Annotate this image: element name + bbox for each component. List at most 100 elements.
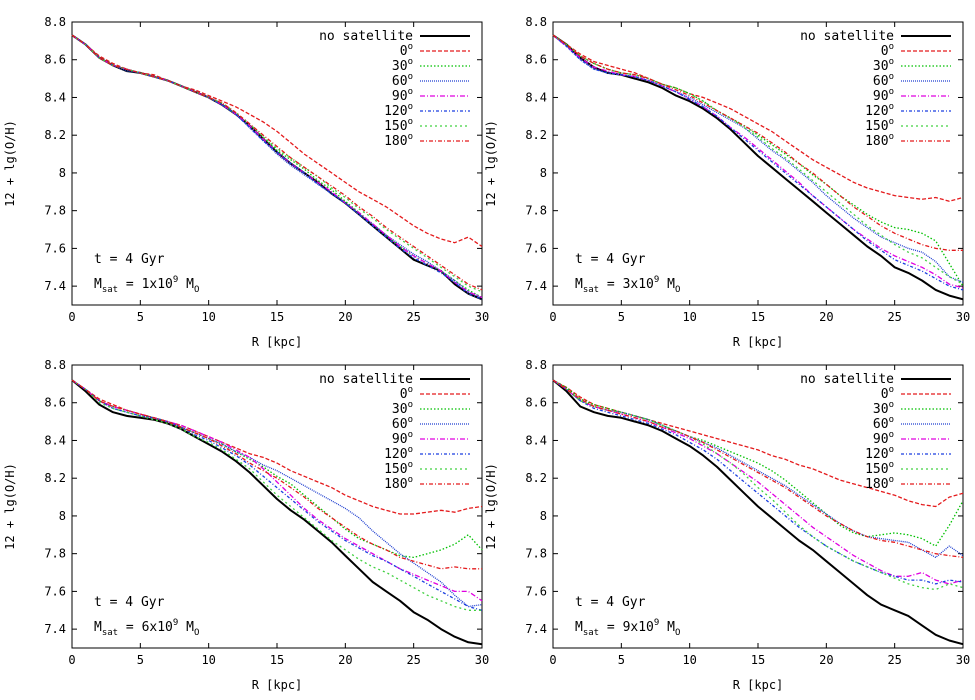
y-tick-label: 8.6 xyxy=(44,396,66,410)
chart-panel-1: 0 5 10 15 20 25 30 7.4 7.6 7.8 8 8.2 8.4 8.6 8.8 R [kpc… xyxy=(3,15,489,349)
x-tick-label: 15 xyxy=(751,310,765,324)
series-line-3 xyxy=(552,34,964,287)
x-tick-label: 30 xyxy=(475,653,489,667)
legend-label: 90o xyxy=(873,87,894,104)
mass-annotation-part: 9 xyxy=(654,618,659,628)
legend-name: 90 xyxy=(392,432,408,447)
legend-name: 0 xyxy=(881,44,889,59)
y-tick-label: 7.6 xyxy=(525,241,547,255)
legend-name: 90 xyxy=(392,89,408,104)
x-tick-label: 20 xyxy=(819,310,833,324)
y-tick-label: 8.6 xyxy=(525,396,547,410)
y-tick-label: 8.6 xyxy=(44,53,66,67)
mass-annotation-part: 9 xyxy=(654,275,659,285)
legend-name: 180 xyxy=(384,134,407,149)
x-tick-label: 0 xyxy=(68,310,75,324)
legend-label: no satellite xyxy=(319,372,413,387)
mass-annotation: Msat = 3x109 MO xyxy=(575,275,680,295)
mass-annotation-part: O xyxy=(194,285,199,295)
legend-name: 180 xyxy=(865,134,888,149)
series-line-6 xyxy=(552,34,964,291)
x-tick-label: 5 xyxy=(618,653,625,667)
legend-degree: o xyxy=(889,400,894,410)
x-tick-label: 25 xyxy=(406,310,420,324)
mass-annotation-part: O xyxy=(675,285,680,295)
y-axis-label: 12 + lg(O/H) xyxy=(3,120,17,207)
legend-degree: o xyxy=(889,117,894,127)
chart-panel-2: 0 5 10 15 20 25 30 7.4 7.6 7.8 8 8.2 8.4 8.6 8.8 R [kpc… xyxy=(484,15,970,349)
y-tick-label: 7.6 xyxy=(44,241,66,255)
series-line-7 xyxy=(552,379,964,591)
y-tick-label: 8 xyxy=(540,509,547,523)
mass-annotation-part: 9 xyxy=(173,618,178,628)
legend-label: 0o xyxy=(400,385,413,402)
mass-annotation-part: = 9x10 xyxy=(599,620,654,635)
x-tick-label: 20 xyxy=(338,310,352,324)
legend-label: 30o xyxy=(392,400,413,417)
time-annotation: t = 4 Gyr xyxy=(575,252,646,267)
legend-degree: o xyxy=(889,87,894,97)
x-tick-label: 15 xyxy=(751,653,765,667)
legend-name: 150 xyxy=(865,462,888,477)
x-axis-label: R [kpc] xyxy=(733,335,784,349)
legend-name: 120 xyxy=(865,104,888,119)
mass-annotation: Msat = 6x109 MO xyxy=(94,618,199,638)
x-tick-label: 30 xyxy=(956,310,970,324)
mass-annotation-part: M xyxy=(94,277,102,292)
series-line-5 xyxy=(71,379,483,602)
x-axis-label: R [kpc] xyxy=(252,678,303,692)
series-line-4 xyxy=(71,379,483,608)
legend-name: no satellite xyxy=(319,29,413,44)
x-tick-label: 25 xyxy=(406,653,420,667)
legend-name: no satellite xyxy=(800,372,894,387)
legend-name: 30 xyxy=(392,402,408,417)
series-line-6 xyxy=(552,379,964,585)
legend-label: 150o xyxy=(865,460,894,477)
legend-name: 120 xyxy=(384,104,407,119)
y-tick-label: 7.8 xyxy=(525,204,547,218)
y-tick-label: 8.6 xyxy=(525,53,547,67)
legend-degree: o xyxy=(889,132,894,142)
legend-degree: o xyxy=(889,445,894,455)
series-line-6 xyxy=(71,379,483,611)
y-tick-label: 8.2 xyxy=(525,128,547,142)
x-tick-label: 30 xyxy=(475,310,489,324)
legend-label: no satellite xyxy=(800,372,894,387)
series-line-2 xyxy=(552,379,964,508)
y-tick-label: 7.6 xyxy=(525,584,547,598)
legend-name: 60 xyxy=(392,74,408,89)
mass-annotation-part: = 3x10 xyxy=(599,277,654,292)
legend-label: 120o xyxy=(384,445,413,462)
legend-label: 180o xyxy=(865,132,894,149)
legend-degree: o xyxy=(889,475,894,485)
legend-degree: o xyxy=(408,430,413,440)
legend-label: 60o xyxy=(392,415,413,432)
legend-degree: o xyxy=(408,57,413,67)
mass-annotation-part: sat xyxy=(583,285,599,295)
y-axis-label: 12 + lg(O/H) xyxy=(484,120,498,207)
legend-name: no satellite xyxy=(319,372,413,387)
x-tick-label: 10 xyxy=(201,310,215,324)
mass-annotation: Msat = 9x109 MO xyxy=(575,618,680,638)
legend-name: 90 xyxy=(873,89,889,104)
x-axis-label: R [kpc] xyxy=(733,678,784,692)
legend-name: 150 xyxy=(865,119,888,134)
legend-degree: o xyxy=(408,445,413,455)
y-tick-label: 8.2 xyxy=(44,471,66,485)
legend-label: 60o xyxy=(392,72,413,89)
legend-degree: o xyxy=(889,102,894,112)
legend-name: 0 xyxy=(400,44,408,59)
mass-annotation-part: sat xyxy=(102,285,118,295)
legend-degree: o xyxy=(408,385,413,395)
mass-annotation-part: M xyxy=(178,620,194,635)
legend-degree: o xyxy=(889,385,894,395)
y-axis-label: 12 + lg(O/H) xyxy=(3,463,17,550)
legend-name: 30 xyxy=(873,402,889,417)
legend-name: 30 xyxy=(392,59,408,74)
y-tick-label: 8.8 xyxy=(44,358,66,372)
legend-name: 90 xyxy=(873,432,889,447)
legend-label: 150o xyxy=(865,117,894,134)
mass-annotation-part: M xyxy=(659,620,675,635)
x-tick-label: 10 xyxy=(201,653,215,667)
